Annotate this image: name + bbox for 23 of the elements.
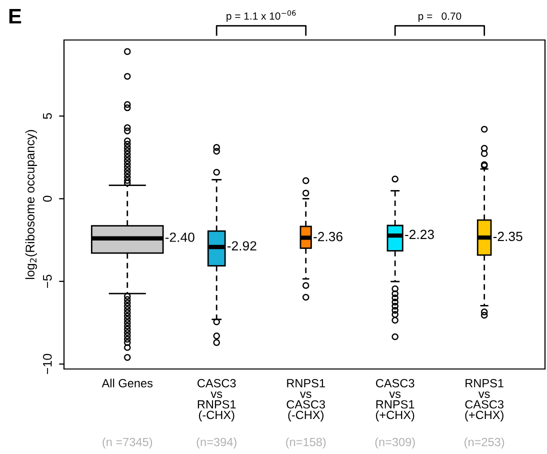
text: (n =7345) <box>102 438 152 449</box>
x-tick-label: CASC3 vs RNPS1 (-CHX) <box>198 379 236 422</box>
text: -2.92 <box>227 241 256 251</box>
x-tick-label: All Genes <box>102 378 153 388</box>
text: -2.40 <box>165 232 194 242</box>
text: (n=394) <box>196 438 236 449</box>
text: -2.36 <box>314 232 342 242</box>
y-tick-label: 0 <box>42 196 52 202</box>
text: p = 0.70 <box>418 12 462 22</box>
x-tick-label: CASC3 vs RNPS1 (+CHX) <box>376 379 414 422</box>
text: (n=309) <box>375 438 415 449</box>
x-tick-label: RNPS1 vs CASC3 (-CHX) <box>286 379 325 422</box>
text: -2.35 <box>493 232 522 242</box>
text: E <box>9 9 22 24</box>
text: (n=158) <box>286 438 326 449</box>
y-tick-label: −10 <box>42 354 52 374</box>
y-axis-title: log$_{2}$(Ribosome occupancy) <box>25 130 37 279</box>
x-tick-label: RNPS1 vs CASC3 (+CHX) <box>465 379 504 422</box>
y-tick-label: −5 <box>43 274 52 288</box>
text: (n=253) <box>464 438 504 449</box>
y-tick-label: 5 <box>43 113 52 120</box>
text: -2.23 <box>405 230 434 240</box>
text: p = 1.1 x 10$^{−06}$ <box>226 10 296 22</box>
